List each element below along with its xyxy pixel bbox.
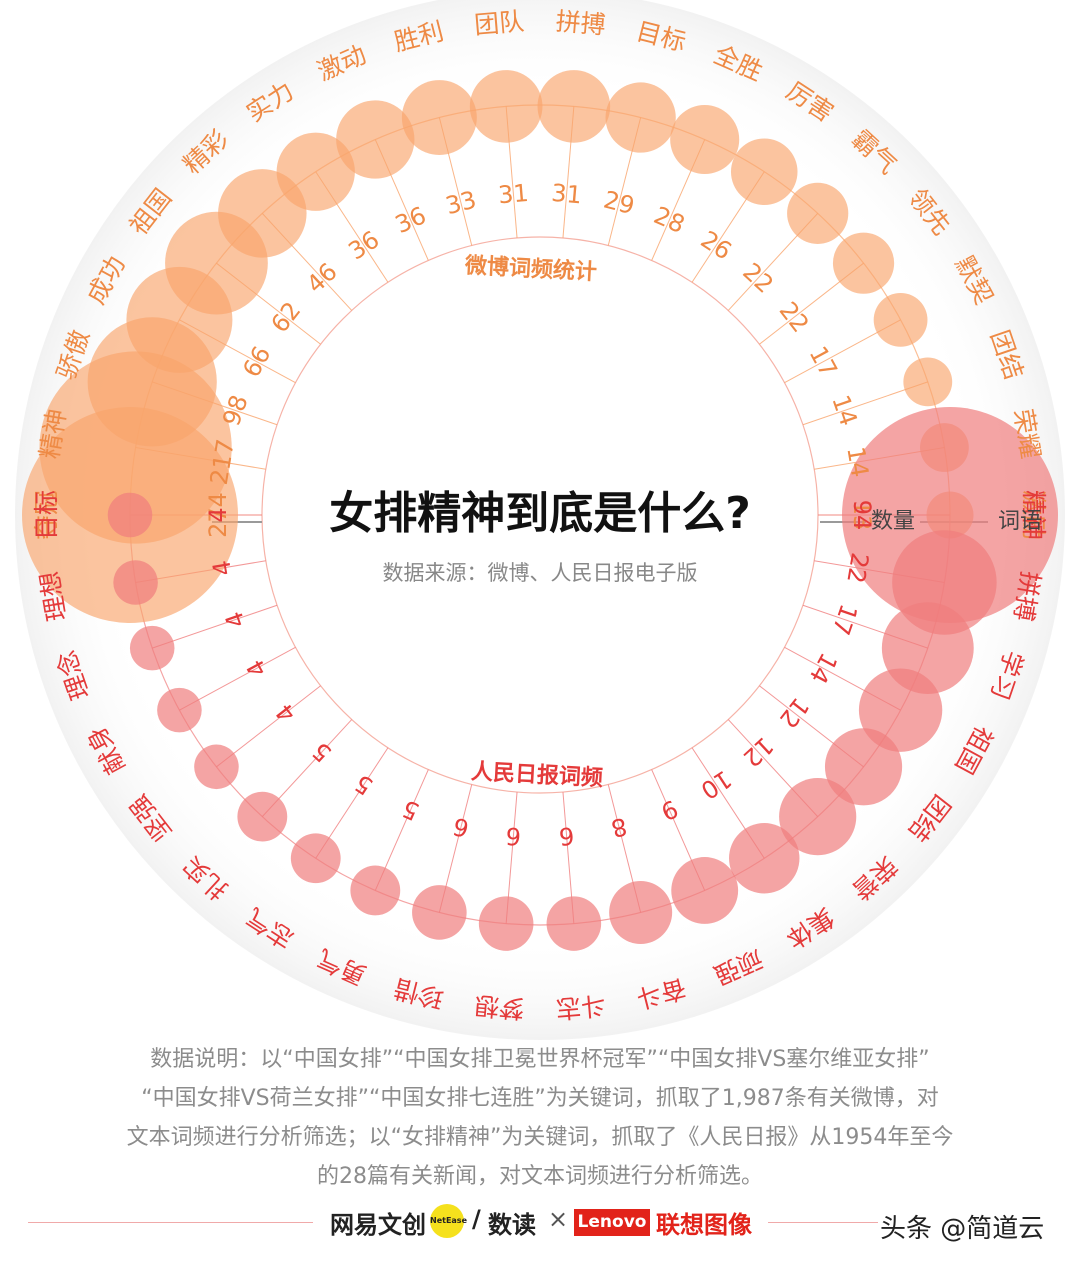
brand-shudu: 数读 — [488, 1211, 536, 1239]
people-bubble — [290, 833, 341, 884]
note-line: 文本词频进行分析筛选；以“女排精神”为关键词，抓取了《人民日报》从1954年至今 — [126, 1125, 954, 1150]
brand-times: × — [548, 1205, 569, 1233]
legend-word-label: 词语 — [998, 509, 1042, 534]
people-bubble — [609, 880, 673, 944]
weibo-bubble — [276, 132, 355, 211]
people-bubble — [194, 744, 239, 790]
netease-logo: NetEase — [430, 1204, 467, 1238]
weibo-bubble — [336, 100, 415, 179]
value-label: 6 — [558, 821, 576, 850]
value-label: 8 — [608, 812, 630, 843]
people-bubble — [350, 865, 401, 916]
word-label: 团队 — [473, 7, 525, 40]
value-label: 14 — [841, 445, 874, 480]
weibo-bubble — [401, 80, 477, 156]
chart-title: 女排精神到底是什么? — [329, 488, 751, 539]
value-label: 31 — [550, 179, 583, 209]
footer-divider-right — [768, 1222, 878, 1223]
lenovo-logo: Lenovo — [574, 1209, 650, 1236]
weibo-bubble — [787, 182, 849, 244]
data-note: 数据说明：以“中国女排”“中国女排卫冕世界杯冠军”“中国女排VS塞尔维亚女排” … — [20, 1040, 1060, 1196]
people-bubble — [858, 668, 943, 752]
value-label: 6 — [450, 812, 472, 843]
brand-netease-wenchuang: 网易文创 — [330, 1211, 426, 1239]
note-line: 数据说明：以“中国女排”“中国女排卫冕世界杯冠军”“中国女排VS塞尔维亚女排” — [150, 1047, 930, 1072]
people-bubble — [478, 896, 534, 951]
weibo-bubble — [469, 70, 543, 143]
weibo-bubble — [873, 292, 928, 347]
value-label: 22 — [841, 551, 874, 586]
bubbles — [22, 70, 1058, 951]
people-bubble — [113, 560, 158, 605]
people-bubble — [107, 492, 153, 538]
word-label: 目标 — [32, 490, 61, 540]
value-label: 274 — [204, 492, 232, 538]
word-label: 激励 — [1019, 490, 1048, 540]
value-label: 13 — [848, 500, 876, 531]
footer-divider-left — [28, 1222, 313, 1223]
people-bubble — [671, 857, 739, 924]
brand-slash: / — [472, 1205, 481, 1233]
word-label: 梦想 — [473, 990, 525, 1023]
people-bubble — [237, 791, 288, 842]
weibo-bubble — [832, 232, 895, 294]
data-source: 数据来源：微博、人民日报电子版 — [383, 561, 698, 585]
people-bubble — [546, 896, 602, 951]
value-label: 31 — [497, 179, 530, 209]
word-label: 夺冠 — [32, 490, 61, 540]
weibo-bubble — [670, 105, 740, 175]
weibo-bubble — [903, 357, 953, 407]
weibo-bubble — [605, 82, 676, 153]
word-label: 拼搏 — [555, 7, 607, 40]
note-line: 的28篇有关新闻，对文本词频进行分析筛选。 — [317, 1164, 763, 1189]
value-label: 4 — [207, 558, 237, 578]
watermark: 头条 @简道云 — [880, 1214, 1045, 1244]
value-label: 6 — [505, 821, 523, 850]
value-label: 4 — [204, 507, 232, 522]
people-bubble — [729, 823, 800, 894]
value-label: 94 — [848, 500, 876, 531]
weibo-bubble — [537, 70, 611, 143]
chart-background — [15, 0, 1065, 1040]
people-bubble — [157, 687, 202, 733]
note-line: “中国女排VS荷兰女排”“中国女排七连胜”为关键词，抓取了1,987条有关微博，… — [141, 1086, 939, 1111]
people-bubble — [824, 728, 903, 806]
brand-lenovo-image: 联想图像 — [656, 1211, 752, 1239]
legend-count-label: 数量 — [871, 509, 915, 534]
people-bubble — [779, 778, 857, 856]
people-bubble — [412, 885, 467, 940]
word-label: 斗志 — [555, 990, 607, 1023]
weibo-bubble — [730, 138, 798, 206]
word-label: 精神 — [1019, 490, 1048, 540]
people-bubble — [129, 625, 175, 671]
